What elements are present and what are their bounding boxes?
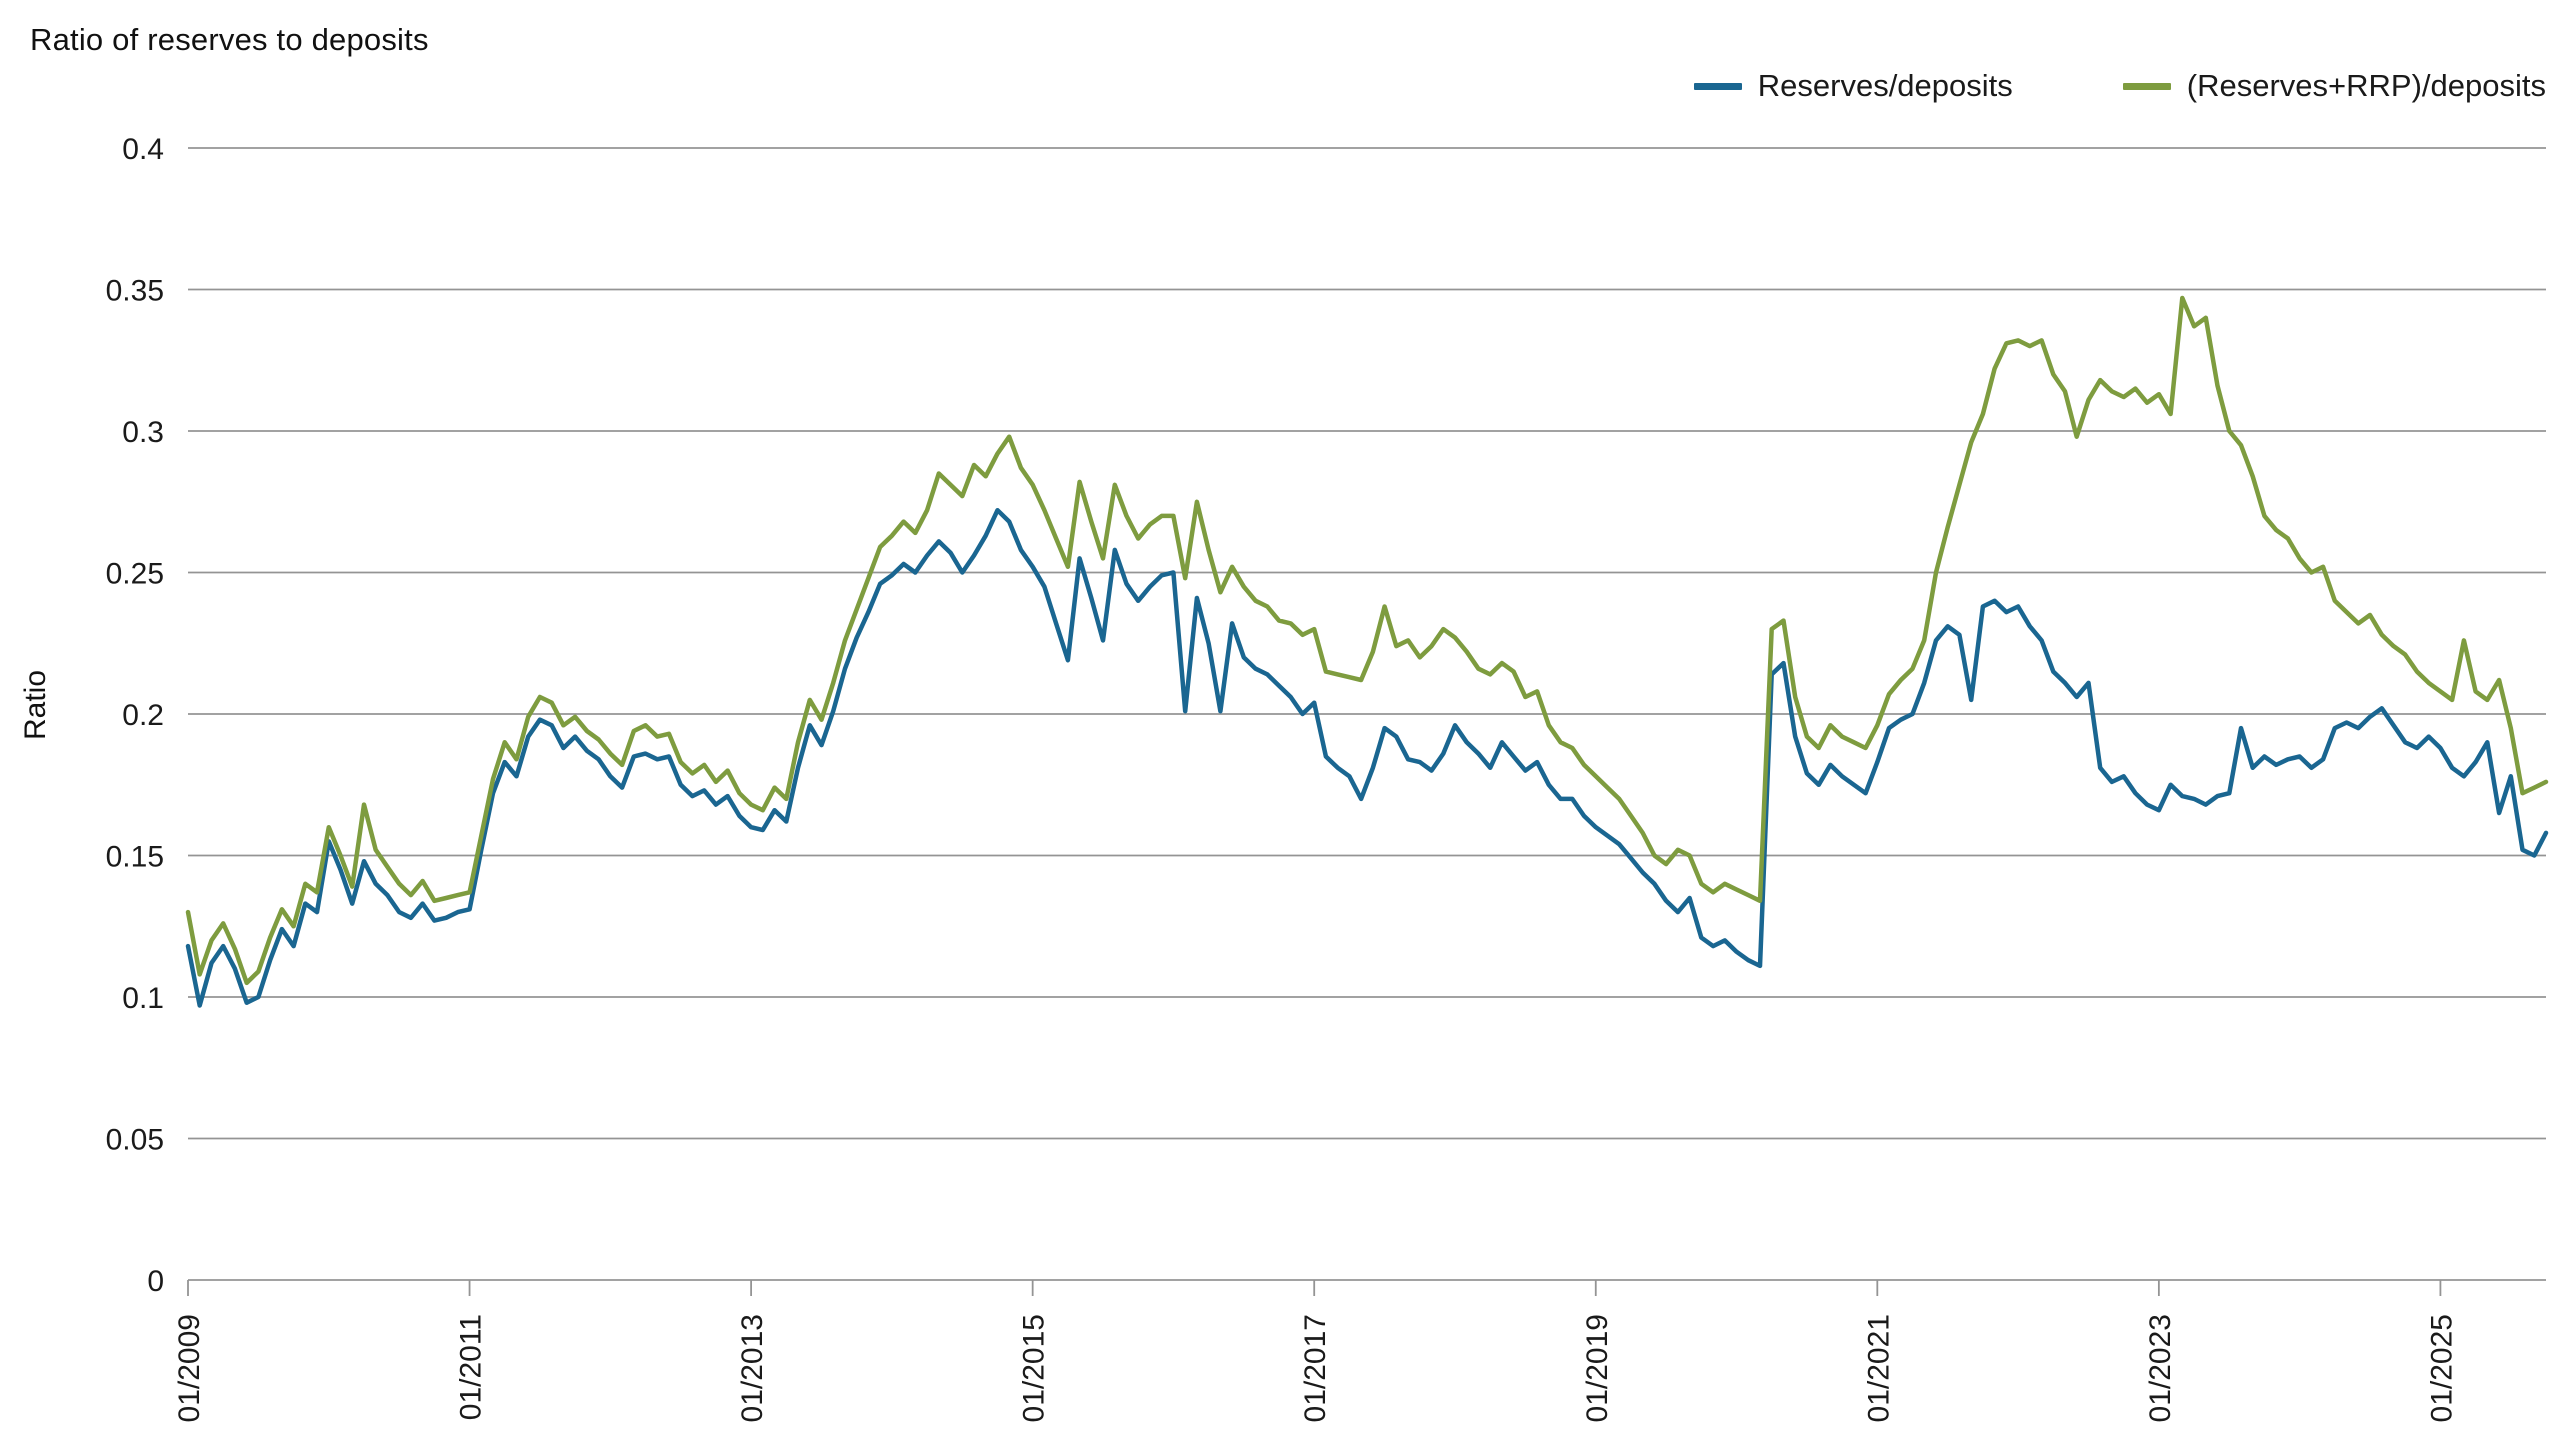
legend-label-reserves-rrp-deposits: (Reserves+RRP)/deposits (2186, 68, 2546, 103)
legend: Reserves/deposits (Reserves+RRP)/deposit… (1693, 68, 2546, 104)
x-tick-label: 01/2019 (1581, 1314, 1614, 1422)
y-tick-label: 0.35 (106, 275, 164, 308)
y-tick-label: 0.05 (106, 1124, 164, 1157)
y-axis-title: Ratio (19, 669, 52, 741)
legend-item-reserves-rrp-deposits: (Reserves+RRP)/deposits (2122, 68, 2546, 104)
chart-title: Ratio of reserves to deposits (30, 22, 429, 57)
reserves-deposits-line-swatch-icon (1693, 82, 1742, 90)
y-tick-label: 0.15 (106, 841, 164, 874)
x-tick-label: 01/2023 (2144, 1314, 2177, 1422)
x-tick-label: 01/2015 (1018, 1314, 1051, 1422)
x-tick-label: 01/2025 (2425, 1314, 2458, 1422)
y-tick-label: 0.3 (122, 416, 164, 449)
y-tick-label: 0 (147, 1265, 164, 1298)
x-tick-label: 01/2021 (1862, 1314, 1895, 1422)
reserves-rrp-deposits-line-swatch-icon (2122, 82, 2171, 90)
gridlines: 0 0.05 0.1 0.15 0.2 0.25 0.3 0.35 0.4 (106, 133, 2546, 1298)
y-tick-label: 0.2 (122, 699, 164, 732)
legend-item-reserves-deposits: Reserves/deposits (1693, 68, 2013, 104)
y-tick-label: 0.25 (106, 558, 164, 591)
y-tick-label: 0.4 (122, 133, 164, 166)
x-axis: 01/2009 01/2011 01/2013 01/2015 01/2017 01/20… (173, 1280, 2458, 1422)
x-tick-label: 01/2017 (1299, 1314, 1332, 1422)
series-line-0 (185, 507, 2549, 1008)
x-tick-label: 01/2009 (173, 1314, 206, 1422)
legend-label-reserves-deposits: Reserves/deposits (1757, 68, 2013, 103)
x-tick-label: 01/2011 (455, 1314, 488, 1420)
x-tick-label: 01/2013 (736, 1314, 769, 1422)
series-line-1 (185, 295, 2549, 986)
y-tick-label: 0.1 (122, 982, 164, 1015)
